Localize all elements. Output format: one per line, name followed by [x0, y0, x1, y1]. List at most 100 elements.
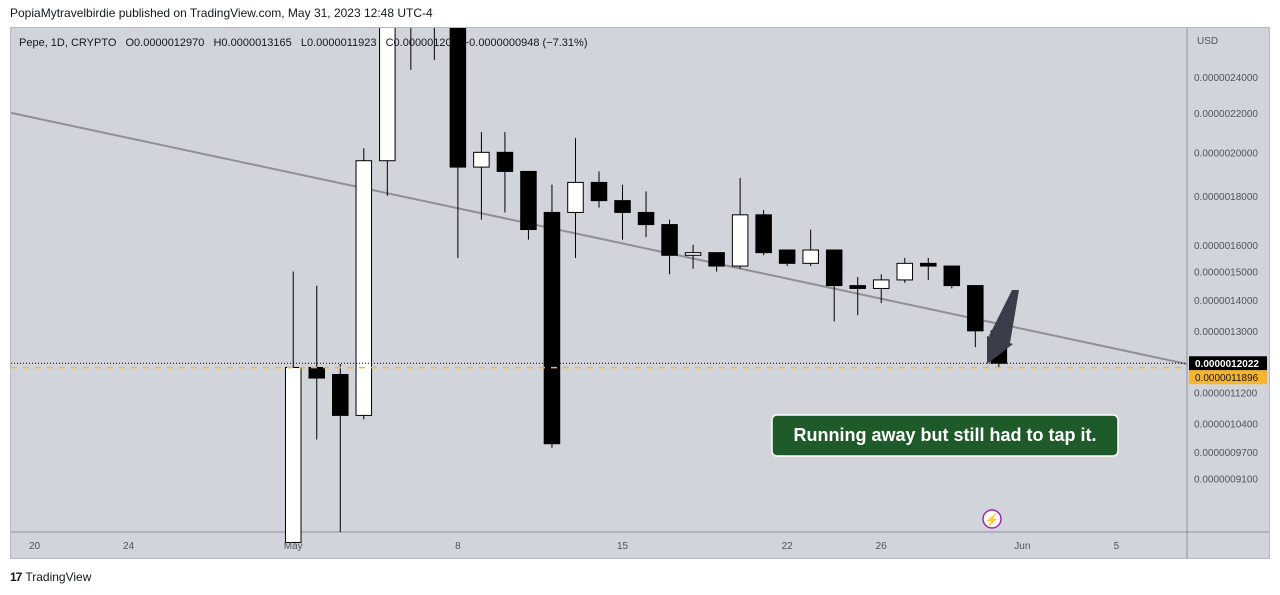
candle-body — [520, 170, 537, 231]
last-price-badge: 0.0000012022 — [1189, 356, 1267, 371]
time-axis[interactable]: 20 24 May 8 15 22 26 Jun 5 — [29, 541, 1120, 552]
candle-body — [849, 285, 866, 289]
candle-body — [567, 181, 584, 213]
time-tick-label: 15 — [617, 541, 629, 552]
legend-close-label: C — [386, 37, 394, 49]
callout-text: Running away but still had to tap it. — [794, 425, 1097, 445]
candle[interactable] — [332, 364, 349, 532]
candle-body — [802, 249, 819, 264]
footer[interactable]: 17 TradingView — [10, 570, 91, 584]
candle[interactable] — [614, 184, 631, 240]
candle[interactable] — [403, 28, 419, 70]
candle[interactable] — [802, 229, 819, 267]
time-tick-label: 5 — [1114, 541, 1120, 552]
legend-open-label: O — [125, 37, 134, 49]
price-tick-label: 0.0000013000 — [1194, 327, 1258, 338]
candle[interactable] — [449, 28, 467, 258]
candle-body — [755, 214, 772, 254]
tradingview-logo-icon: 17 — [10, 570, 22, 584]
candle[interactable] — [778, 249, 796, 267]
price-tick-label: 0.0000010400 — [1194, 419, 1258, 430]
price-tick-label: 0.0000024000 — [1194, 73, 1258, 84]
candle-body — [778, 249, 796, 264]
legend-symbol: Pepe, 1D, CRYPTO — [19, 37, 117, 49]
lightning-icon — [982, 509, 1002, 529]
candle-body — [496, 151, 514, 172]
price-axis[interactable]: USD 0.0000024000 0.0000022000 0.0000020000… — [1189, 36, 1267, 486]
candle[interactable] — [755, 210, 772, 256]
candle[interactable] — [896, 257, 914, 283]
annotation-callout[interactable]: Running away but still had to tap it. — [771, 414, 1119, 457]
chart-frame[interactable]: USD 0.0000024000 0.0000022000 0.0000020000… — [10, 27, 1270, 559]
price-tick-label: 0.0000009700 — [1194, 448, 1258, 459]
candle[interactable] — [872, 274, 890, 304]
bid-price-badge-box — [1189, 370, 1267, 385]
candle[interactable] — [379, 28, 396, 196]
candle[interactable] — [567, 138, 584, 258]
candle[interactable] — [684, 244, 702, 269]
candle[interactable] — [637, 191, 655, 238]
time-tick-label: May — [284, 541, 303, 552]
candle-body — [308, 366, 326, 379]
price-axis-background — [1187, 28, 1269, 532]
candle-body — [614, 200, 631, 213]
time-axis-background — [11, 532, 1269, 558]
price-tick-label: 0.0000015000 — [1194, 268, 1258, 279]
candle[interactable] — [943, 265, 961, 289]
legend-high-label: H — [213, 37, 221, 49]
price-tick-label: 0.0000014000 — [1194, 296, 1258, 307]
legend-high-value: 0.0000013165 — [221, 37, 291, 49]
candle-body — [708, 252, 725, 267]
candle-body — [731, 214, 749, 267]
candle[interactable] — [427, 28, 443, 60]
candlestick-chart[interactable]: USD 0.0000024000 0.0000022000 0.0000020000… — [11, 28, 1269, 558]
candle-body — [967, 285, 984, 332]
bid-price-badge-text: 0.0000011896 — [1195, 373, 1259, 384]
candle[interactable] — [661, 219, 678, 275]
candle[interactable] — [284, 271, 302, 543]
candle-body — [896, 262, 914, 281]
candle[interactable] — [590, 171, 608, 208]
candle-body — [332, 373, 349, 416]
candle-body — [543, 211, 561, 445]
candle[interactable] — [520, 170, 537, 240]
arrow-head-icon — [987, 336, 1013, 364]
candle[interactable] — [825, 249, 843, 322]
candle-body — [684, 252, 702, 256]
price-tick-label: 0.0000011200 — [1194, 389, 1258, 400]
candle-body — [379, 28, 396, 162]
candle[interactable] — [543, 184, 561, 448]
currency-label: USD — [1197, 36, 1218, 47]
publisher-header: PopiaMytravelbirdie published on Trading… — [10, 6, 433, 20]
candle-body — [825, 249, 843, 287]
lightning-glyph: ⚡ — [985, 513, 1000, 527]
candle[interactable] — [708, 252, 725, 272]
lightning-icon-marker[interactable]: ⚡ — [982, 509, 1002, 529]
candle[interactable] — [731, 177, 749, 269]
candles-layer — [284, 28, 1008, 543]
time-tick-label: 20 — [29, 541, 41, 552]
footer-brand: TradingView — [25, 570, 92, 584]
bid-price-badge: 0.0000011896 — [1189, 370, 1267, 385]
candle[interactable] — [849, 277, 866, 316]
legend-text: Pepe, 1D, CRYPTO O0.0000012970 H0.000001… — [19, 37, 588, 49]
price-tick-label: 0.0000018000 — [1194, 192, 1258, 203]
candle[interactable] — [496, 132, 514, 213]
legend-low-label: L — [301, 37, 307, 49]
price-tick-label: 0.0000016000 — [1194, 241, 1258, 252]
trendline[interactable] — [11, 111, 1188, 365]
candle[interactable] — [920, 257, 937, 280]
annotation-arrow[interactable] — [987, 290, 1019, 364]
candle[interactable] — [355, 148, 373, 420]
candle-body — [872, 279, 890, 289]
candle-body — [920, 262, 937, 267]
time-tick-label: 22 — [782, 541, 794, 552]
time-tick-label: 26 — [876, 541, 888, 552]
candle-body — [590, 181, 608, 202]
candle[interactable] — [967, 285, 984, 348]
price-tick-label: 0.0000009100 — [1194, 475, 1258, 486]
candle-body — [943, 265, 961, 287]
candle-body — [355, 160, 373, 416]
legend-open-value: 0.0000012970 — [134, 37, 204, 49]
candle[interactable] — [473, 132, 490, 220]
